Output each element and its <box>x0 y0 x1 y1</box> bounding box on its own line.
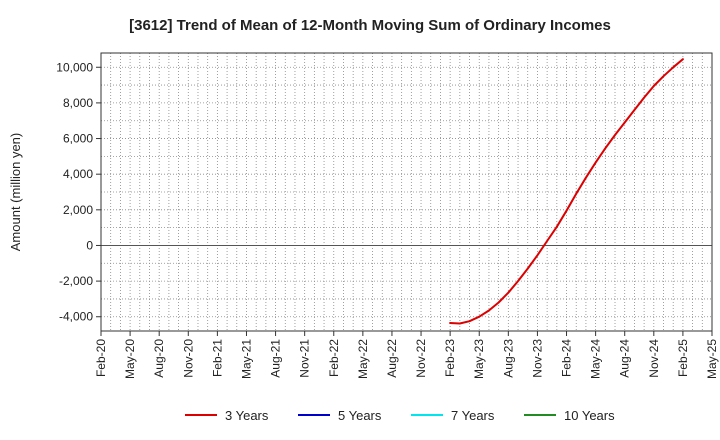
x-tick-label: Feb-21 <box>210 339 224 377</box>
plot-background <box>101 53 712 331</box>
x-tick-label: Feb-24 <box>560 339 574 377</box>
y-tick-label: -4,000 <box>59 310 93 324</box>
plot-frame <box>100 52 713 332</box>
x-tick-label: Feb-23 <box>443 339 457 377</box>
x-tick-label: Nov-20 <box>181 339 195 378</box>
y-tick-label: 2,000 <box>63 203 93 217</box>
x-tick-label: Aug-21 <box>269 339 283 378</box>
y-tick-label: -2,000 <box>59 274 93 288</box>
x-tick-label: May-20 <box>123 339 137 379</box>
y-tick-label: 4,000 <box>63 167 93 181</box>
x-tick-label: May-23 <box>472 339 486 379</box>
legend: 3 Years 5 Years 7 Years 10 Years <box>185 408 615 423</box>
plot-area: 10,000 8,000 6,000 4,000 2,000 0 -2,000 -4,000 F… <box>56 52 719 379</box>
x-tick-label: Nov-23 <box>530 339 544 378</box>
x-tick-label: May-24 <box>589 339 603 379</box>
x-tick-label: Feb-22 <box>327 339 341 377</box>
x-tick-label: Nov-21 <box>298 339 312 378</box>
x-tick-label: May-21 <box>239 339 253 379</box>
chart-title: [3612] Trend of Mean of 12-Month Moving … <box>129 17 611 34</box>
y-axis-label: Amount (million yen) <box>8 133 23 252</box>
x-tick-label: Feb-20 <box>94 339 108 377</box>
legend-label: 3 Years <box>225 408 269 423</box>
x-tick-label: Aug-23 <box>501 339 515 378</box>
x-tick-label: Nov-22 <box>414 339 428 378</box>
x-tick-label: May-25 <box>705 339 719 379</box>
x-tick-label: Aug-24 <box>618 339 632 378</box>
x-tick-label: Aug-22 <box>385 339 399 378</box>
legend-label: 5 Years <box>338 408 382 423</box>
y-tick-label: 6,000 <box>63 132 93 146</box>
y-tick-label: 10,000 <box>56 60 93 74</box>
series-line <box>449 58 684 325</box>
x-tick-label: May-22 <box>356 339 370 379</box>
x-tick-label: Nov-24 <box>647 339 661 378</box>
x-tick-label: Feb-25 <box>676 339 690 377</box>
x-tick-label: Aug-20 <box>152 339 166 378</box>
y-tick-label: 8,000 <box>63 96 93 110</box>
legend-label: 10 Years <box>564 408 615 423</box>
legend-label: 7 Years <box>451 408 495 423</box>
y-tick-label: 0 <box>86 238 93 252</box>
